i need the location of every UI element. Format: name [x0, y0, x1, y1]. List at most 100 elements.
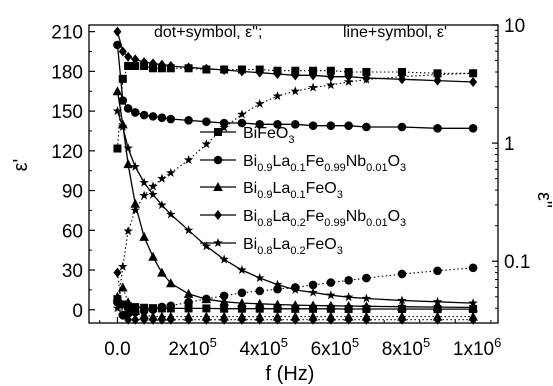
data-point: [273, 120, 282, 129]
data-point: [326, 121, 336, 130]
legend-entry-diamond: Bi0.8La0.2Fe0.99Nb0.01O3: [200, 208, 406, 229]
data-point: [433, 75, 442, 86]
data-point: [148, 112, 158, 121]
series-line: [117, 298, 474, 310]
note-right: line+symbol, ε': [343, 24, 447, 41]
data-point: [433, 314, 442, 325]
data-point: [273, 304, 282, 313]
data-point: [237, 118, 247, 128]
data-point: [308, 121, 318, 130]
data-point: [254, 98, 265, 108]
data-point: [123, 159, 133, 169]
series-line: [116, 72, 474, 309]
data-point: [166, 64, 175, 73]
data-point: [184, 116, 193, 125]
legend: BiFeO3 Bi0.9La0.1Fe0.99Nb0.01O3 Bi0.9La0.1…: [200, 125, 406, 257]
data-point: [124, 302, 133, 311]
data-point: [432, 302, 443, 312]
data-point: [124, 314, 133, 325]
series-line: [116, 65, 474, 149]
legend-label: Bi0.8La0.2FeO3: [243, 236, 343, 257]
data-point: [433, 266, 442, 276]
data-point: [255, 304, 264, 313]
legend-marker: [213, 182, 223, 191]
data-point: [139, 177, 149, 187]
y-axis-title-left: ε': [10, 159, 32, 172]
data-point: [118, 300, 127, 309]
y-left-tick-label: 60: [62, 221, 83, 242]
data-point: [272, 299, 283, 309]
data-point: [131, 61, 140, 70]
legend-label: Bi0.8La0.2Fe0.99Nb0.01O3: [243, 208, 406, 229]
data-point: [237, 65, 246, 74]
data-point: [362, 314, 371, 325]
data-point: [220, 65, 229, 74]
data-point: [130, 205, 140, 215]
data-point: [202, 314, 211, 325]
data-point: [469, 76, 478, 87]
series-line: [117, 286, 474, 318]
data-point: [291, 66, 300, 75]
y-right-tick-label: 0.1: [504, 252, 530, 273]
data-point: [139, 190, 149, 200]
data-point: [220, 304, 229, 313]
data-point: [118, 96, 128, 105]
y-left-tick-label: 210: [51, 23, 83, 44]
x-tick-label: 1x106: [453, 335, 501, 360]
data-point: [157, 64, 166, 73]
data-point: [219, 291, 229, 301]
legend-label: Bi0.9La0.1Fe0.99Nb0.01O3: [243, 153, 406, 174]
data-point: [183, 154, 194, 165]
data-point: [362, 122, 371, 132]
data-point: [237, 304, 246, 313]
data-point: [255, 120, 265, 129]
data-point: [343, 301, 354, 311]
data-point: [157, 302, 167, 312]
series-layer: [112, 26, 478, 325]
y-left-tick-label: 0: [72, 301, 83, 322]
data-point: [219, 254, 229, 264]
data-point: [397, 301, 407, 311]
data-point: [219, 296, 229, 306]
data-point: [157, 173, 167, 183]
data-point: [123, 143, 133, 153]
series-line: [116, 31, 474, 83]
data-point: [112, 86, 123, 96]
data-point: [344, 121, 353, 130]
data-point: [362, 68, 371, 77]
y-right-tick-label: 1: [504, 134, 515, 155]
data-point: [124, 51, 133, 62]
data-point: [255, 286, 265, 296]
data-point: [273, 284, 282, 294]
series-line: [116, 44, 474, 129]
data-point: [344, 314, 353, 325]
data-point: [308, 287, 318, 297]
data-point: [183, 225, 194, 235]
legend-label: BiFeO3: [243, 125, 294, 146]
data-point: [123, 297, 133, 307]
data-point: [237, 298, 247, 308]
y-left-tick-label: 90: [62, 182, 83, 203]
legend-marker: [214, 210, 222, 220]
data-point: [237, 265, 247, 275]
data-point: [184, 297, 193, 307]
data-point: [397, 71, 407, 81]
data-point: [202, 304, 211, 313]
x-tick-label: 2x105: [168, 335, 216, 360]
data-point: [184, 304, 193, 313]
data-point: [130, 108, 140, 117]
data-point: [130, 161, 140, 171]
data-point: [202, 294, 211, 304]
legend-entry-circle: Bi0.9La0.1Fe0.99Nb0.01O3: [200, 153, 406, 174]
data-point: [254, 298, 265, 308]
legend-marker: [214, 128, 222, 136]
data-point: [326, 80, 336, 90]
legend-entry-triangle: Bi0.9La0.1FeO3: [200, 180, 343, 201]
x-tick-label: 4x105: [239, 335, 287, 360]
data-point: [149, 314, 158, 325]
data-point: [184, 64, 193, 73]
x-tick-label: 0.0: [104, 339, 130, 360]
data-point: [130, 305, 141, 315]
data-point: [308, 280, 318, 290]
data-point: [113, 144, 122, 153]
